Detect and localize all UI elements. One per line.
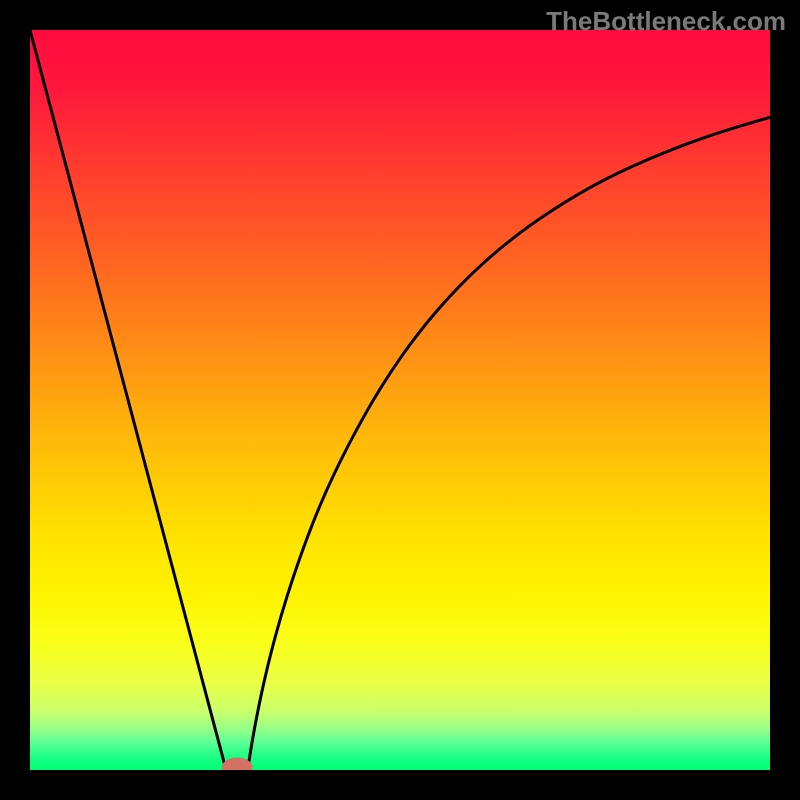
bottleneck-marker <box>222 758 252 770</box>
watermark-text: TheBottleneck.com <box>546 6 786 37</box>
bottleneck-curve <box>30 30 770 770</box>
plot-area <box>30 30 770 770</box>
chart-container: TheBottleneck.com <box>0 0 800 800</box>
